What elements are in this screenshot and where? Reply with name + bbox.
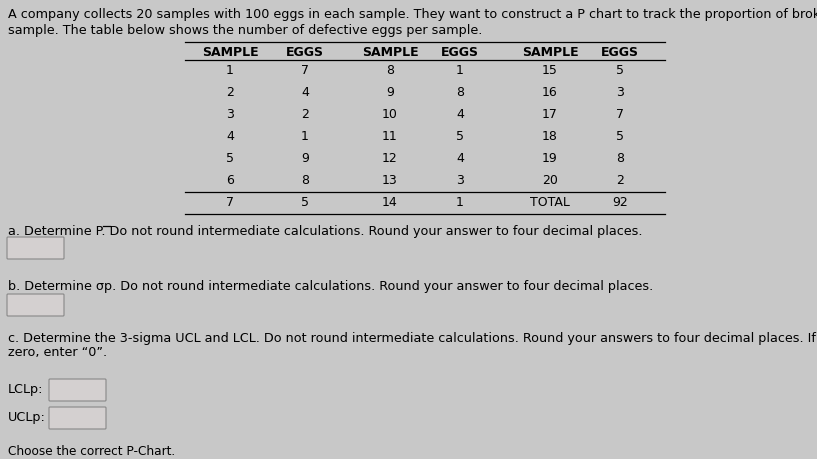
Text: EGGS: EGGS — [601, 45, 639, 58]
Text: 4: 4 — [456, 151, 464, 164]
Text: 9: 9 — [301, 151, 309, 164]
Text: 2: 2 — [301, 107, 309, 121]
Text: UCLp:: UCLp: — [8, 412, 46, 425]
Text: 12: 12 — [382, 151, 398, 164]
Text: A company collects 20 samples with 100 eggs in each sample. They want to constru: A company collects 20 samples with 100 e… — [8, 8, 817, 21]
Text: 4: 4 — [301, 85, 309, 99]
Text: 8: 8 — [616, 151, 624, 164]
Text: 6: 6 — [226, 174, 234, 186]
Text: 2: 2 — [616, 174, 624, 186]
Text: 20: 20 — [542, 174, 558, 186]
Text: 18: 18 — [542, 129, 558, 142]
FancyBboxPatch shape — [7, 294, 64, 316]
Text: 14: 14 — [382, 196, 398, 208]
Text: TOTAL: TOTAL — [530, 196, 570, 208]
Text: a. Determine P. Do not round intermediate calculations. Round your answer to fou: a. Determine P. Do not round intermediat… — [8, 225, 642, 238]
Text: 1: 1 — [456, 196, 464, 208]
Text: zero, enter “0”.: zero, enter “0”. — [8, 346, 107, 359]
Text: EGGS: EGGS — [441, 45, 479, 58]
Text: 7: 7 — [301, 63, 309, 77]
FancyBboxPatch shape — [49, 379, 106, 401]
Text: 17: 17 — [542, 107, 558, 121]
Text: 1: 1 — [226, 63, 234, 77]
Text: 4: 4 — [226, 129, 234, 142]
Text: SAMPLE: SAMPLE — [522, 45, 578, 58]
Text: 16: 16 — [542, 85, 558, 99]
Text: 8: 8 — [386, 63, 394, 77]
Text: 3: 3 — [456, 174, 464, 186]
Text: 3: 3 — [616, 85, 624, 99]
Text: 10: 10 — [382, 107, 398, 121]
Text: 1: 1 — [456, 63, 464, 77]
Text: 92: 92 — [612, 196, 628, 208]
Text: b. Determine σp. Do not round intermediate calculations. Round your answer to fo: b. Determine σp. Do not round intermedia… — [8, 280, 654, 293]
Text: 7: 7 — [616, 107, 624, 121]
Text: 5: 5 — [616, 63, 624, 77]
Text: 5: 5 — [226, 151, 234, 164]
Text: 4: 4 — [456, 107, 464, 121]
Text: Choose the correct P-Chart.: Choose the correct P-Chart. — [8, 445, 175, 458]
FancyBboxPatch shape — [49, 407, 106, 429]
Text: EGGS: EGGS — [286, 45, 324, 58]
Text: 2: 2 — [226, 85, 234, 99]
Text: 5: 5 — [616, 129, 624, 142]
Text: 15: 15 — [542, 63, 558, 77]
Text: 7: 7 — [226, 196, 234, 208]
Text: 9: 9 — [386, 85, 394, 99]
FancyBboxPatch shape — [7, 237, 64, 259]
Text: sample. The table below shows the number of defective eggs per sample.: sample. The table below shows the number… — [8, 24, 482, 37]
Text: 13: 13 — [382, 174, 398, 186]
Text: 5: 5 — [301, 196, 309, 208]
Text: LCLp:: LCLp: — [8, 384, 43, 397]
Text: SAMPLE: SAMPLE — [362, 45, 418, 58]
Text: 11: 11 — [382, 129, 398, 142]
Text: 8: 8 — [456, 85, 464, 99]
Text: 3: 3 — [226, 107, 234, 121]
Text: c. Determine the 3-sigma UCL and LCL. Do not round intermediate calculations. Ro: c. Determine the 3-sigma UCL and LCL. Do… — [8, 332, 817, 345]
Text: 5: 5 — [456, 129, 464, 142]
Text: 1: 1 — [301, 129, 309, 142]
Text: SAMPLE: SAMPLE — [202, 45, 258, 58]
Text: 19: 19 — [542, 151, 558, 164]
Text: 8: 8 — [301, 174, 309, 186]
